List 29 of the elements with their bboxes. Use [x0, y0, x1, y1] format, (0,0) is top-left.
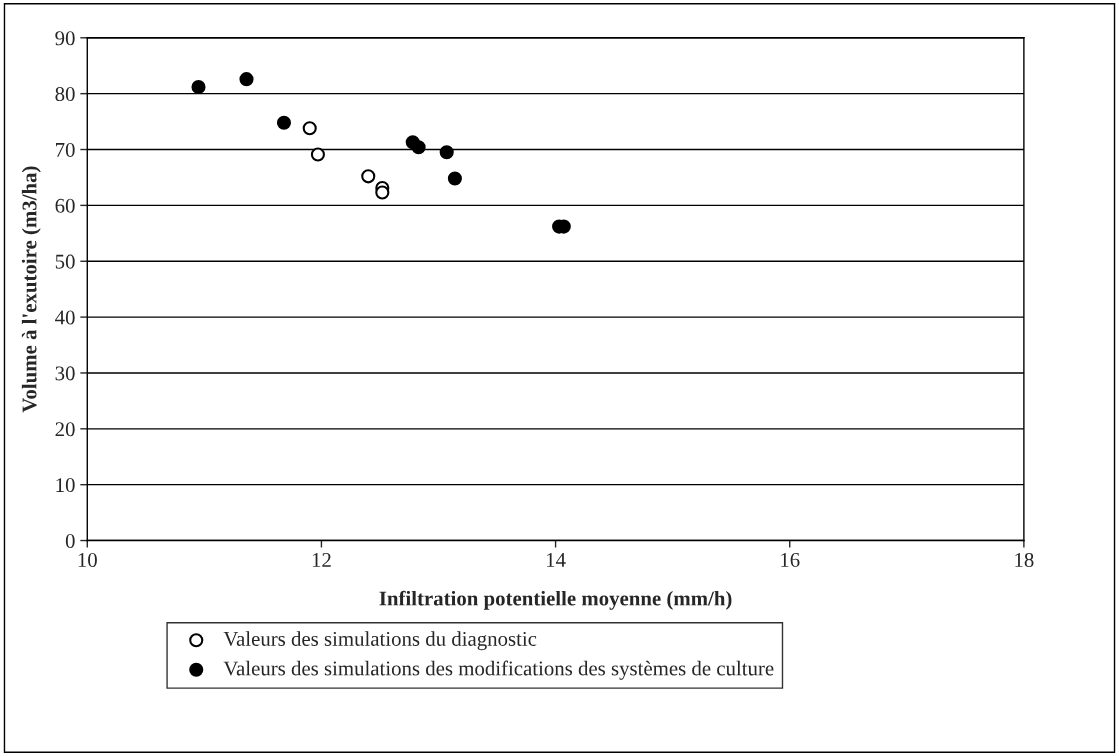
legend-label: Valeurs des simulations des modifications des systèmes de culture: [223, 660, 774, 680]
x-axis-title: Infiltration potentielle moyenne (mm/h): [379, 590, 732, 610]
y-tick-label: 40: [55, 310, 75, 325]
y-tick-label: 70: [56, 142, 75, 157]
point: [276, 115, 292, 130]
y-tick-label: 20: [55, 422, 75, 437]
y-tick-label: 30: [55, 366, 75, 381]
y-axis-title: Volume à l'exutoire (m3/ha): [21, 166, 41, 413]
point: [191, 79, 206, 95]
point: [447, 171, 462, 186]
point: [411, 140, 426, 155]
y-tick-label: 50: [55, 254, 75, 269]
point: [361, 169, 376, 184]
point: [239, 72, 254, 87]
point: [310, 147, 325, 162]
y-tick-label: 90: [55, 31, 75, 46]
y-tick-label: 10: [56, 478, 75, 493]
point: [375, 185, 390, 200]
x-tick-label: 18: [1015, 552, 1034, 568]
y-tick-label: 60: [55, 198, 75, 213]
legend-label: Valeurs des simulations du diagnostic: [223, 631, 537, 651]
x-tick-label: 12: [312, 553, 331, 567]
point: [302, 121, 317, 136]
x-tick-label: 14: [547, 553, 566, 567]
x-tick-label: 16: [781, 553, 800, 568]
point: [439, 145, 454, 160]
y-tick-label: 80: [55, 87, 75, 102]
y-tick-label: 0: [65, 533, 75, 548]
x-tick-label: 10: [78, 552, 97, 568]
